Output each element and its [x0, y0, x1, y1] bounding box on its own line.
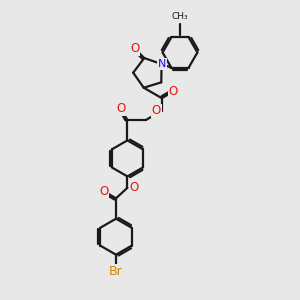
Text: O: O [152, 104, 161, 117]
Text: O: O [168, 85, 178, 98]
Text: O: O [116, 102, 125, 116]
Text: Br: Br [109, 265, 123, 278]
Text: O: O [129, 181, 139, 194]
Text: N: N [158, 59, 166, 69]
Text: O: O [99, 185, 108, 198]
Text: CH₃: CH₃ [172, 12, 188, 21]
Text: O: O [130, 42, 140, 55]
